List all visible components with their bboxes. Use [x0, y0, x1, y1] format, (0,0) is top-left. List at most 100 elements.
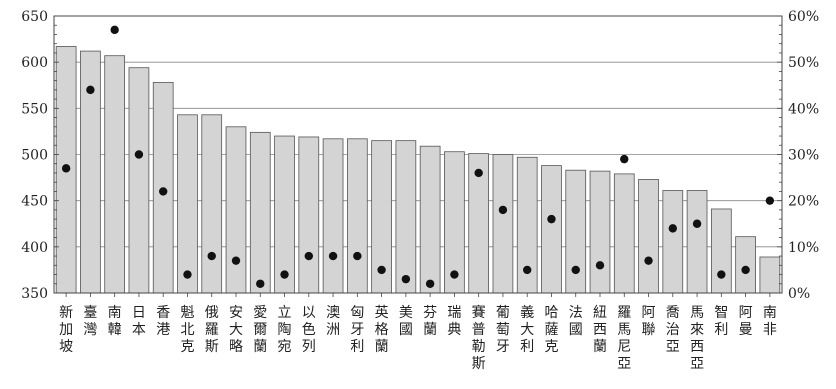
right-axis-tick-label: 10% — [788, 240, 819, 256]
scatter-point — [401, 274, 411, 284]
scatter-point — [498, 205, 508, 215]
bar — [322, 138, 344, 294]
category-label: 賽普勒斯 — [472, 304, 486, 372]
scatter-point — [595, 261, 605, 270]
scatter-point — [741, 265, 750, 275]
category-label: 南非 — [763, 305, 777, 338]
bar — [104, 55, 126, 294]
category-label: 魁北克 — [180, 305, 194, 355]
bar — [298, 136, 320, 294]
left-axis-ticks: 350 400 450 500 550 600 650 — [21, 9, 59, 302]
category-label: 瑞典 — [447, 305, 461, 338]
category-label: 臺灣 — [83, 305, 97, 338]
bar — [346, 138, 368, 294]
bar — [225, 126, 247, 294]
category-label: 澳洲 — [326, 305, 340, 338]
bar — [589, 170, 611, 294]
scatter-point — [328, 251, 338, 261]
scatter-point — [450, 270, 459, 279]
scatter-point — [61, 164, 71, 173]
bar — [686, 190, 708, 294]
bar — [565, 169, 587, 294]
scatter-point — [377, 265, 386, 275]
bar — [492, 154, 514, 294]
scatter-point — [256, 279, 265, 288]
scatter-point — [717, 270, 726, 279]
scatter-point — [644, 256, 653, 265]
category-label: 愛爾蘭 — [253, 305, 267, 355]
left-axis-tick-label: 450 — [21, 194, 48, 210]
category-label: 芬蘭 — [423, 305, 437, 338]
category-label: 馬來西亞 — [690, 305, 704, 372]
right-axis-tick-label: 0% — [788, 286, 810, 302]
scatter-point — [231, 256, 241, 265]
category-label: 新加坡 — [59, 305, 73, 355]
category-label: 羅馬尼亞 — [617, 305, 631, 372]
bar — [201, 114, 223, 294]
category-label: 美國 — [399, 305, 413, 338]
scatter-point — [159, 187, 168, 196]
category-label: 立陶宛 — [278, 305, 292, 355]
scatter-point — [207, 251, 216, 261]
scatter-point — [110, 25, 119, 35]
bar — [759, 256, 781, 294]
category-label: 喬治亞 — [666, 305, 680, 355]
scatter-point — [765, 196, 775, 205]
category-label: 紐西蘭 — [593, 305, 607, 355]
scatter-point — [474, 168, 483, 178]
scatter-point — [134, 150, 144, 159]
bar — [638, 179, 659, 294]
category-label: 以色列 — [302, 305, 316, 355]
category-label: 哈薩克 — [544, 305, 558, 355]
right-axis-tick-label: 30% — [788, 148, 819, 164]
category-label: 阿聯 — [642, 305, 656, 338]
scatter-point — [425, 279, 435, 288]
category-label: 法國 — [569, 305, 583, 338]
scatter-point — [523, 265, 532, 275]
category-label: 安大略 — [229, 305, 243, 355]
category-label: 智利 — [714, 305, 728, 338]
scatter-point — [304, 251, 313, 261]
left-axis-tick-label: 650 — [21, 9, 48, 25]
category-label: 香港 — [156, 305, 170, 338]
right-axis-tick-label: 60% — [788, 9, 819, 25]
scatter-point — [280, 270, 289, 279]
category-label: 英格蘭 — [375, 304, 389, 355]
scatter-point — [353, 251, 362, 261]
bar — [710, 208, 732, 294]
bar — [662, 190, 684, 294]
bar — [128, 67, 150, 294]
scatter-point — [86, 85, 95, 95]
bar — [395, 140, 417, 294]
right-axis-tick-label: 50% — [788, 55, 819, 71]
category-labels: 新加坡臺灣南韓日本香港魁北克俄羅斯安大略愛爾蘭立陶宛以色列澳洲匈牙利英格蘭美國芬… — [59, 293, 777, 372]
scatter-point — [183, 270, 192, 279]
bar — [613, 173, 635, 294]
left-axis-tick-label: 550 — [21, 101, 48, 117]
left-axis-tick-label: 500 — [21, 148, 48, 164]
bar — [274, 135, 295, 294]
bar — [735, 236, 756, 294]
right-axis-tick-label: 20% — [788, 194, 819, 210]
scatter-point — [620, 154, 629, 164]
bar — [541, 165, 562, 294]
bar — [177, 114, 198, 294]
bar — [419, 145, 441, 294]
scatter-point — [668, 224, 677, 233]
left-axis-tick-label: 400 — [21, 240, 48, 256]
right-axis-tick-label: 40% — [788, 101, 819, 117]
category-label: 義大利 — [520, 304, 534, 355]
scatter-point — [571, 265, 580, 275]
category-label: 日本 — [132, 305, 146, 338]
right-axis-ticks: 0% 10% 20% 30% 40% 50% 60% — [777, 9, 819, 302]
category-label: 匈牙利 — [350, 305, 364, 355]
bar — [249, 131, 271, 294]
category-label: 南韓 — [108, 305, 122, 338]
category-label: 葡萄牙 — [496, 305, 510, 355]
category-label: 俄羅斯 — [205, 305, 219, 355]
left-axis-tick-label: 600 — [21, 55, 48, 71]
dots — [61, 25, 775, 288]
left-axis-tick-label: 350 — [21, 286, 48, 302]
scatter-point — [692, 219, 702, 228]
